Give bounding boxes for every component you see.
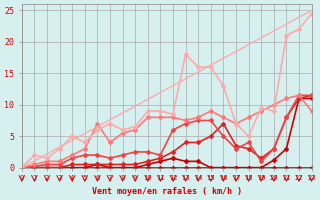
X-axis label: Vent moyen/en rafales ( km/h ): Vent moyen/en rafales ( km/h ) [92, 187, 242, 196]
